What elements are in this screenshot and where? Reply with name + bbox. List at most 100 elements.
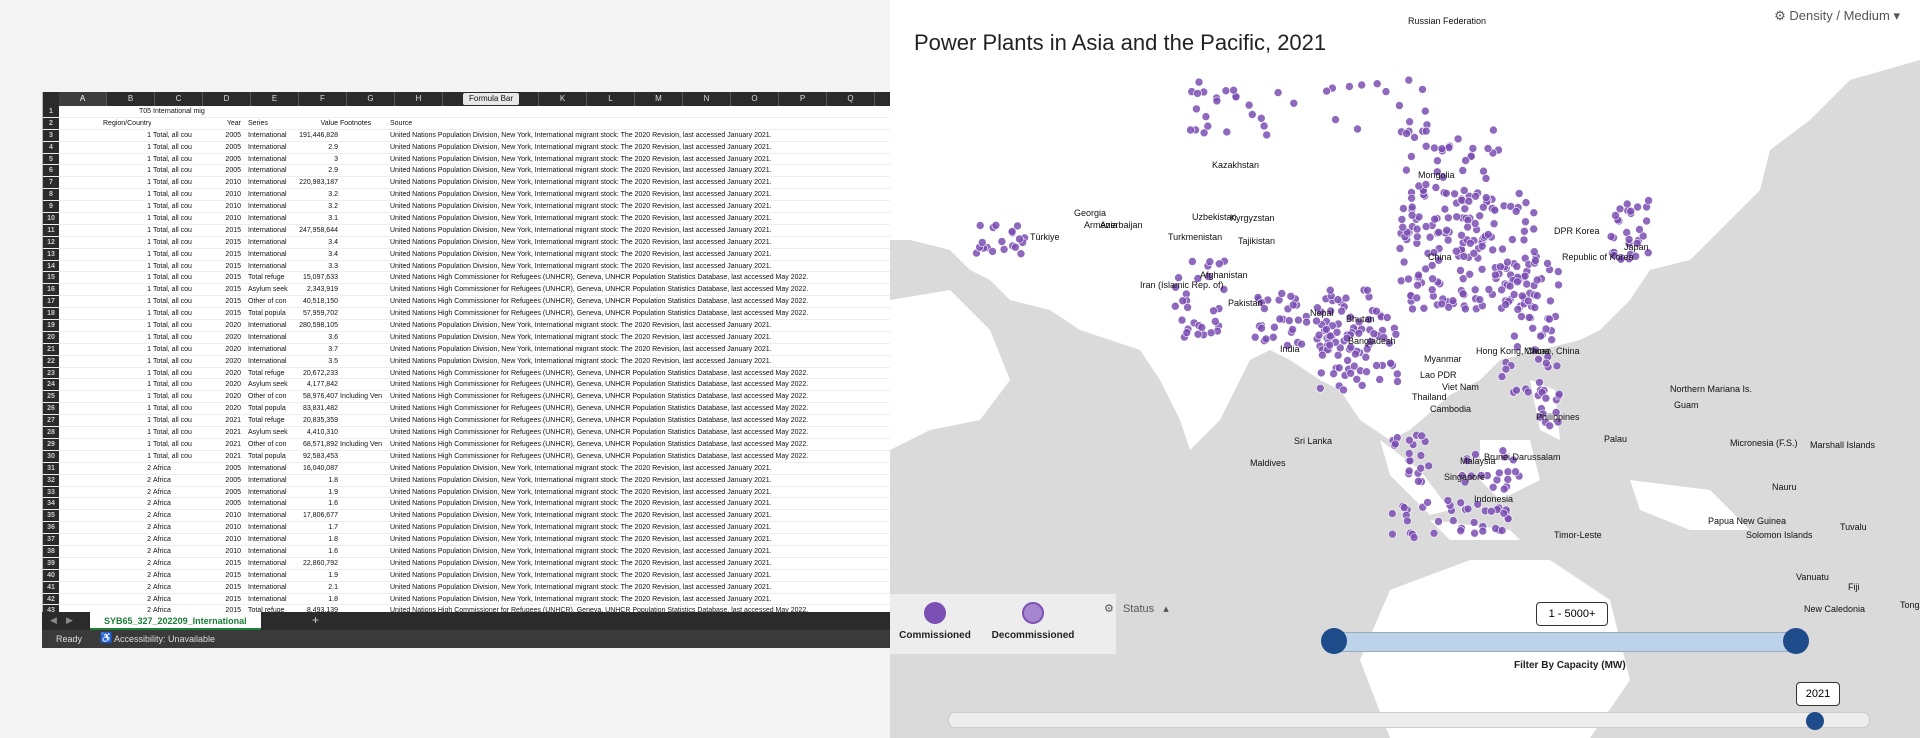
power-plant-marker[interactable] xyxy=(1448,296,1458,306)
table-cell[interactable]: Total, all cou xyxy=(153,179,192,187)
table-cell[interactable]: United Nations Population Division, New … xyxy=(390,476,772,484)
power-plant-marker[interactable] xyxy=(1529,224,1539,234)
power-plant-marker[interactable] xyxy=(1346,312,1355,322)
table-cell[interactable]: Total refuge xyxy=(248,369,285,377)
power-plant-marker[interactable] xyxy=(1416,463,1426,473)
table-cell[interactable]: 4,177,842 xyxy=(306,381,338,389)
table-cell[interactable]: 1 xyxy=(147,440,151,448)
table-cell[interactable]: United Nations Population Division, New … xyxy=(390,524,772,532)
power-plant-marker[interactable] xyxy=(1520,227,1529,236)
table-cell[interactable]: Value xyxy=(320,119,338,127)
table-cell[interactable]: Total, all cou xyxy=(153,286,192,294)
power-plant-marker[interactable] xyxy=(1483,230,1493,239)
table-row[interactable]: 39 2 Africa 2015 International 22,860,792 Unit… xyxy=(43,557,891,570)
table-cell[interactable]: United Nations Population Division, New … xyxy=(390,215,772,223)
power-plant-marker[interactable] xyxy=(1174,273,1183,283)
table-cell[interactable]: 2 xyxy=(147,488,151,496)
table-cell[interactable] xyxy=(340,594,388,605)
power-plant-marker[interactable] xyxy=(1182,328,1192,337)
power-plant-marker[interactable] xyxy=(1622,199,1632,209)
table-cell[interactable]: United Nations Population Division, New … xyxy=(390,143,772,151)
add-sheet-button[interactable]: + xyxy=(312,613,320,627)
power-plant-marker[interactable] xyxy=(1302,317,1311,327)
table-cell[interactable]: 220,983,187 xyxy=(299,179,338,187)
table-cell[interactable]: United Nations High Commissioner for Ref… xyxy=(390,393,809,401)
power-plant-marker[interactable] xyxy=(1469,518,1479,527)
table-cell[interactable]: Total, all cou xyxy=(153,369,192,377)
row-number[interactable]: 31 xyxy=(43,462,59,474)
table-cell[interactable]: 2020 xyxy=(225,381,241,389)
power-plant-marker[interactable] xyxy=(1214,259,1224,269)
column-header[interactable]: D xyxy=(203,92,251,106)
table-cell[interactable]: International xyxy=(248,547,287,555)
column-header[interactable]: P xyxy=(779,92,827,106)
table-cell[interactable]: 2 xyxy=(147,559,151,567)
power-plant-marker[interactable] xyxy=(1477,242,1487,251)
power-plant-marker[interactable] xyxy=(1357,80,1367,90)
table-cell[interactable] xyxy=(340,487,388,498)
table-row[interactable]: 29 1 Total, all cou 2021 Other of con 68,571,… xyxy=(43,438,891,451)
table-cell[interactable]: 2 xyxy=(147,607,151,615)
table-cell[interactable]: United Nations Population Division, New … xyxy=(390,250,772,258)
power-plant-marker[interactable] xyxy=(1428,274,1437,284)
power-plant-marker[interactable] xyxy=(975,221,985,230)
table-cell[interactable]: 3 xyxy=(334,155,338,163)
table-cell[interactable]: International xyxy=(248,203,287,211)
power-plant-marker[interactable] xyxy=(1194,77,1204,87)
power-plant-marker[interactable] xyxy=(1420,106,1430,116)
power-plant-marker[interactable] xyxy=(1545,314,1554,324)
power-plant-marker[interactable] xyxy=(1432,167,1442,177)
power-plant-marker[interactable] xyxy=(1444,302,1453,312)
map-canvas[interactable] xyxy=(890,0,1920,738)
power-plant-marker[interactable] xyxy=(1513,342,1522,352)
gear-icon[interactable]: ⚙ xyxy=(1774,8,1786,23)
table-cell[interactable]: International xyxy=(248,143,287,151)
legend-decommissioned[interactable]: Decommissioned xyxy=(988,602,1078,641)
power-plant-marker[interactable] xyxy=(1421,222,1431,231)
table-cell[interactable]: 1.8 xyxy=(328,476,338,484)
table-cell[interactable]: International xyxy=(248,536,287,544)
power-plant-marker[interactable] xyxy=(1399,204,1408,213)
table-cell[interactable] xyxy=(340,546,388,557)
table-cell[interactable]: United Nations High Commissioner for Ref… xyxy=(390,310,809,318)
table-cell[interactable]: United Nations Population Division, New … xyxy=(390,155,772,163)
row-number[interactable]: 35 xyxy=(43,510,59,522)
table-cell[interactable]: Africa xyxy=(153,476,171,484)
table-cell[interactable]: 2021 xyxy=(225,452,241,460)
table-cell[interactable]: 2015 xyxy=(225,250,241,258)
row-number[interactable]: 17 xyxy=(43,296,59,308)
power-plant-marker[interactable] xyxy=(1541,324,1551,334)
power-plant-marker[interactable] xyxy=(1501,300,1511,309)
power-plant-marker[interactable] xyxy=(1343,356,1352,365)
table-cell[interactable] xyxy=(340,272,388,283)
power-plant-marker[interactable] xyxy=(1503,257,1512,267)
table-row[interactable]: 5 1 Total, all cou 2005 International 3 United… xyxy=(43,153,891,166)
power-plant-marker[interactable] xyxy=(1513,305,1523,314)
table-cell[interactable]: 15,097,633 xyxy=(302,274,338,282)
power-plant-marker[interactable] xyxy=(1197,323,1207,332)
power-plant-marker[interactable] xyxy=(1642,216,1651,226)
table-cell[interactable]: International xyxy=(248,167,287,175)
power-plant-marker[interactable] xyxy=(1552,361,1562,371)
table-cell[interactable] xyxy=(340,427,388,438)
table-cell[interactable]: International xyxy=(248,179,287,187)
power-plant-marker[interactable] xyxy=(1512,385,1521,395)
row-number[interactable]: 29 xyxy=(43,438,59,450)
power-plant-marker[interactable] xyxy=(1534,354,1543,364)
power-plant-marker[interactable] xyxy=(1529,247,1539,256)
power-plant-marker[interactable] xyxy=(1461,304,1470,314)
table-cell[interactable]: Total, all cou xyxy=(153,357,192,365)
row-number[interactable]: 30 xyxy=(43,450,59,462)
power-plant-marker[interactable] xyxy=(1372,306,1381,316)
power-plant-marker[interactable] xyxy=(1532,291,1542,300)
table-cell[interactable]: 1.7 xyxy=(328,524,338,532)
power-plant-marker[interactable] xyxy=(1349,361,1359,371)
power-plant-marker[interactable] xyxy=(1286,291,1296,301)
power-plant-marker[interactable] xyxy=(1437,299,1447,309)
power-plant-marker[interactable] xyxy=(1467,471,1476,481)
power-plant-marker[interactable] xyxy=(1522,279,1532,289)
caret-up-icon[interactable]: ▴ xyxy=(1163,603,1169,615)
power-plant-marker[interactable] xyxy=(1418,85,1427,94)
power-plant-marker[interactable] xyxy=(1498,244,1507,254)
power-plant-marker[interactable] xyxy=(1469,249,1479,258)
